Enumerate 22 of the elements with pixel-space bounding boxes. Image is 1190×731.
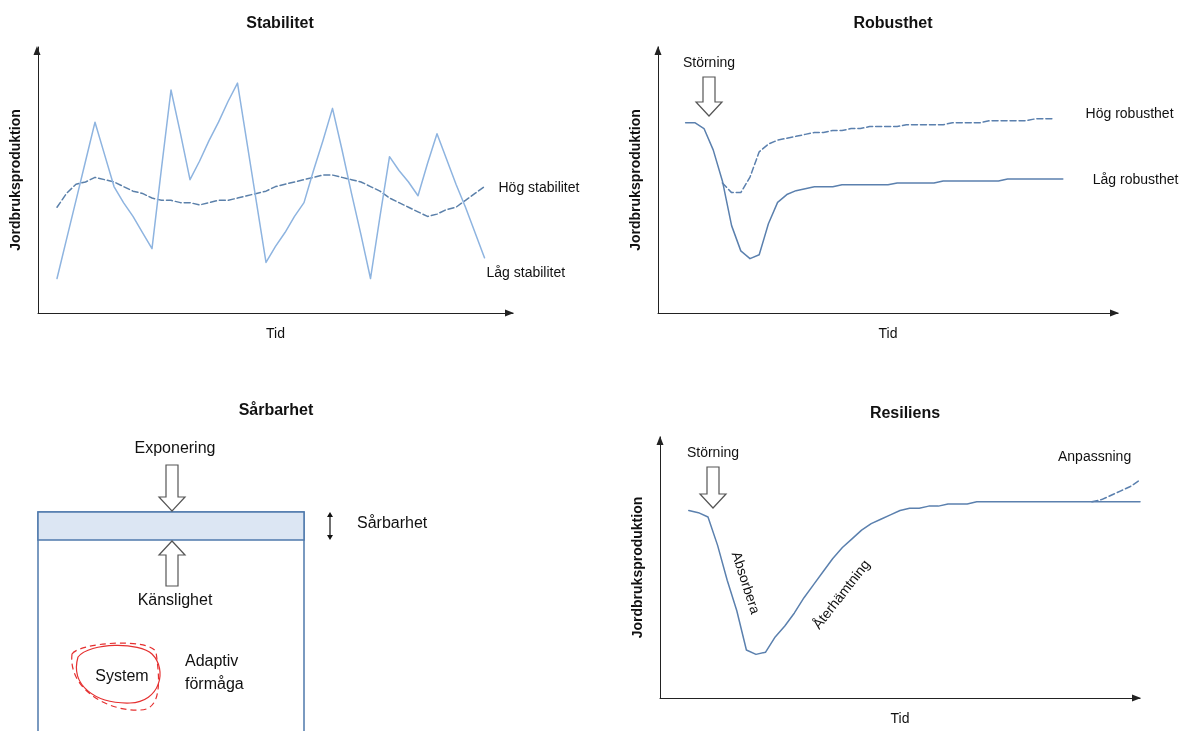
- y-axis-title: Jordbruksproduktion: [629, 496, 645, 639]
- text: System: [95, 667, 149, 685]
- text: Störning: [682, 53, 736, 70]
- series-label: Låg stabilitet: [486, 263, 566, 280]
- text: Låg robusthet: [1092, 171, 1179, 188]
- series-label: Anpassning: [1058, 447, 1132, 464]
- text: Exponering: [134, 439, 216, 457]
- y-axis-title: Jordbruksproduktion: [627, 109, 643, 251]
- chart-title: Resiliens: [869, 403, 941, 421]
- text: Hög robusthet: [1085, 104, 1174, 121]
- text: Sårbarhet: [238, 401, 315, 419]
- text: Adaptiv förmåga: [185, 652, 244, 692]
- text: Störning: [686, 443, 740, 460]
- series-label: Hög stabilitet: [498, 178, 580, 195]
- chart-title: Robusthet: [853, 13, 934, 31]
- x-axis-title: Tid: [878, 324, 898, 341]
- x-axis-title: Tid: [890, 709, 910, 726]
- chart-title: Stabilitet: [246, 13, 315, 31]
- y-axis-title: Jordbruksproduktion: [7, 109, 23, 251]
- text: Sårbarhet: [357, 514, 428, 532]
- text: Känslighet: [137, 591, 213, 609]
- x-axis-title: Tid: [266, 324, 285, 341]
